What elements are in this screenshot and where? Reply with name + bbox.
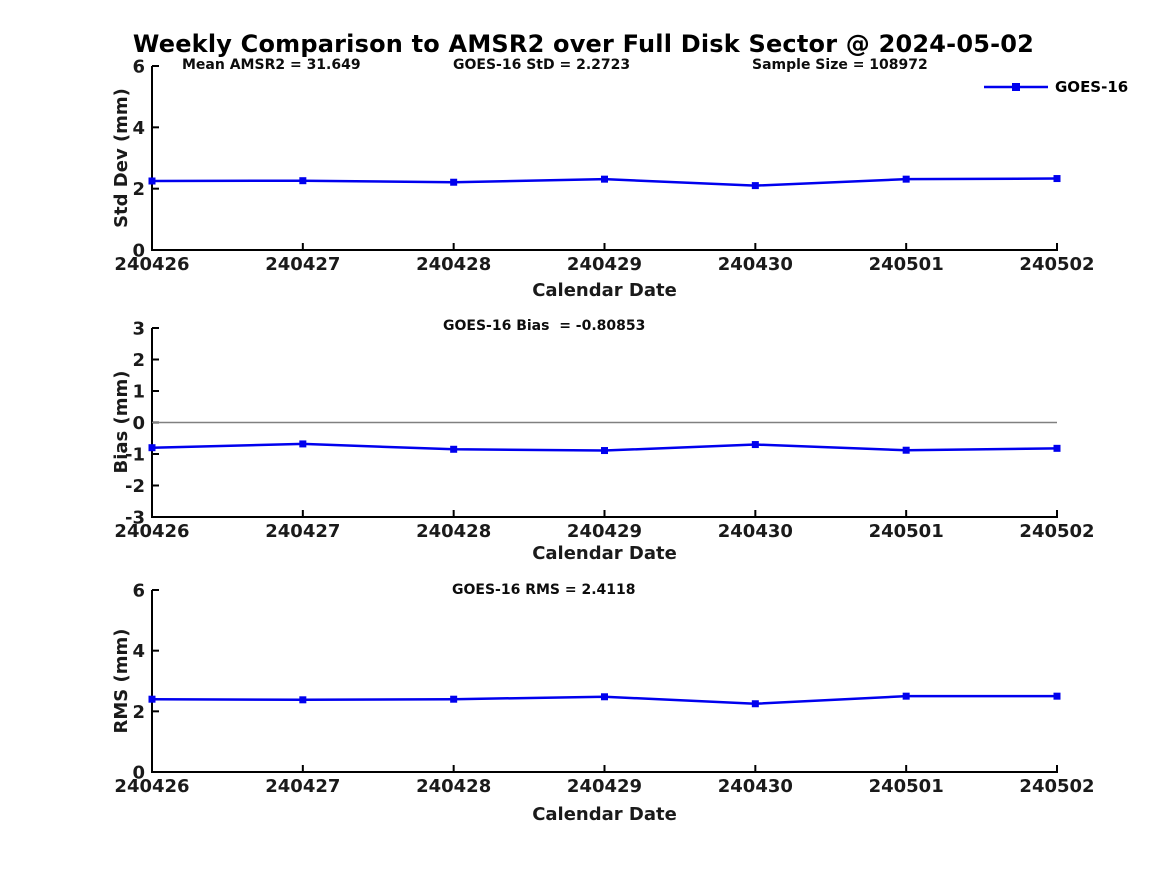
data-point xyxy=(601,693,608,701)
data-point xyxy=(751,441,759,449)
x-axis-label-bias: Calendar Date xyxy=(532,543,677,564)
annotation-mean-amsr2: Mean AMSR2 = 31.649 xyxy=(182,57,361,73)
stddev-plot: 0 2 4 6 240426 240427 240428 240429 240430 240501… xyxy=(114,57,1094,276)
y-tick-label: 4 xyxy=(132,641,145,662)
y-tick-label: -1 xyxy=(125,445,145,466)
data-point xyxy=(1053,175,1061,183)
x-tick-label: 240426 xyxy=(114,521,189,542)
x-tick-label: 240426 xyxy=(114,776,189,797)
x-tick-label: 240502 xyxy=(1019,521,1094,542)
y-tick-label: 2 xyxy=(132,702,145,723)
data-point xyxy=(751,700,759,708)
y-tick-label: 2 xyxy=(132,350,145,371)
rms-plot: 0 2 4 6 240426 240427 240428 240429 240430 240501… xyxy=(114,581,1094,798)
data-point xyxy=(450,695,458,703)
x-tick-label: 240502 xyxy=(1019,776,1094,797)
legend: GOES-16 xyxy=(984,79,1128,95)
y-tick-label: 0 xyxy=(132,241,145,262)
x-tick-label: 240430 xyxy=(718,521,793,542)
x-tick-label: 240426 xyxy=(114,254,189,275)
x-tick-label: 240502 xyxy=(1019,254,1094,275)
y-tick-label: -3 xyxy=(125,508,145,529)
data-point xyxy=(148,695,156,703)
data-point xyxy=(450,445,458,453)
annotation-sample-size: Sample Size = 108972 xyxy=(752,57,928,73)
x-tick-label: 240427 xyxy=(265,776,340,797)
y-tick-label: 0 xyxy=(132,413,145,434)
x-axis-label-stddev: Calendar Date xyxy=(532,280,677,301)
x-tick-label: 240501 xyxy=(869,776,944,797)
data-point xyxy=(601,175,608,183)
data-point xyxy=(299,440,307,448)
x-axis-label-rms: Calendar Date xyxy=(532,804,677,825)
annotation-goes16-std: GOES-16 StD = 2.2723 xyxy=(453,57,631,73)
y-tick-label: 1 xyxy=(132,382,145,403)
x-tick-label: 240428 xyxy=(416,776,491,797)
data-point xyxy=(751,182,759,190)
data-point xyxy=(148,177,156,185)
data-point xyxy=(902,692,910,700)
x-tick-label: 240501 xyxy=(869,254,944,275)
x-tick-label: 240429 xyxy=(567,776,642,797)
annotation-goes16-bias: GOES-16 Bias = -0.80853 xyxy=(443,318,646,334)
x-tick-label: 240428 xyxy=(416,521,491,542)
data-point xyxy=(299,177,307,185)
x-tick-label: 240427 xyxy=(265,521,340,542)
x-tick-label: 240428 xyxy=(416,254,491,275)
x-tick-label: 240501 xyxy=(869,521,944,542)
data-point xyxy=(148,444,156,452)
y-tick-label: 4 xyxy=(132,118,145,139)
annotation-goes16-rms: GOES-16 RMS = 2.4118 xyxy=(452,582,636,598)
data-point xyxy=(299,696,307,704)
x-tick-label: 240427 xyxy=(265,254,340,275)
data-point xyxy=(450,178,458,186)
data-point xyxy=(601,447,608,455)
data-point xyxy=(902,446,910,454)
y-tick-label: 3 xyxy=(132,319,145,340)
y-tick-label: 6 xyxy=(132,57,145,78)
y-tick-label: -2 xyxy=(125,476,145,497)
x-tick-label: 240429 xyxy=(567,254,642,275)
x-tick-label: 240430 xyxy=(718,776,793,797)
legend-label: GOES-16 xyxy=(1055,78,1129,96)
y-tick-label: 0 xyxy=(132,763,145,784)
data-point xyxy=(902,175,910,183)
data-point xyxy=(1053,444,1061,452)
legend-marker xyxy=(1012,83,1020,91)
legend-line-marker-icon xyxy=(984,83,1048,91)
y-tick-label: 2 xyxy=(132,179,145,200)
figure-title: Weekly Comparison to AMSR2 over Full Dis… xyxy=(132,30,1035,58)
x-tick-label: 240430 xyxy=(718,254,793,275)
y-tick-label: 6 xyxy=(132,581,145,602)
x-tick-label: 240429 xyxy=(567,521,642,542)
data-point xyxy=(1053,692,1061,700)
bias-plot: -3 -2 -1 0 1 2 3 240426 240427 240428 240429 240430… xyxy=(114,319,1094,543)
